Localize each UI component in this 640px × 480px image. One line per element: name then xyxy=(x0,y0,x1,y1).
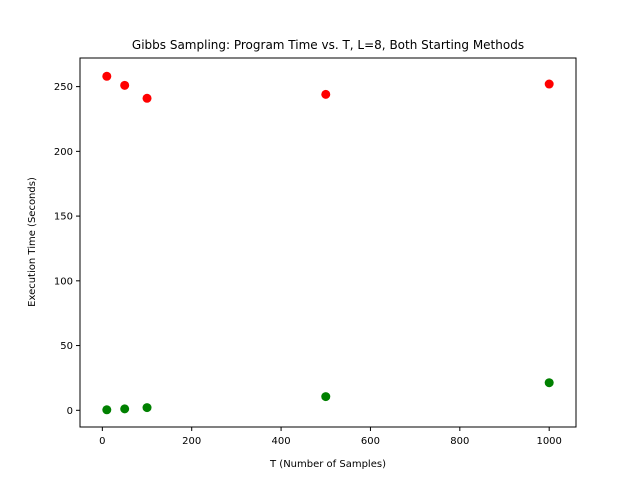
data-point-series-2-1 xyxy=(102,405,112,415)
x-axis-label: T (Number of Samples) xyxy=(269,459,386,470)
y-tick-label-50: 50 xyxy=(60,341,73,352)
chart-title: Gibbs Sampling: Program Time vs. T, L=8,… xyxy=(132,38,524,52)
x-tick-label-800: 800 xyxy=(450,436,469,447)
data-point-series-1-5 xyxy=(544,79,554,89)
data-point-series-1-1 xyxy=(102,71,112,81)
data-point-series-2-5 xyxy=(544,378,554,388)
x-tick-label-1000: 1000 xyxy=(536,436,561,447)
y-tick-label-0: 0 xyxy=(67,406,73,417)
data-point-series-2-3 xyxy=(142,403,152,413)
x-tick-label-400: 400 xyxy=(272,436,291,447)
y-axis-label: Execution Time (Seconds) xyxy=(27,177,38,307)
y-tick-label-150: 150 xyxy=(54,212,73,223)
y-tick-label-250: 250 xyxy=(54,82,73,93)
x-tick-label-600: 600 xyxy=(361,436,380,447)
axes-frame xyxy=(79,57,577,428)
plot-area xyxy=(102,71,554,415)
data-point-series-2-4 xyxy=(321,392,331,402)
data-point-series-1-3 xyxy=(142,93,152,103)
data-point-series-1-4 xyxy=(321,89,331,99)
y-tick-label-100: 100 xyxy=(54,276,73,287)
axes: 0 200 400 600 800 1000 0 50 100 150 200 250 xyxy=(54,57,577,447)
x-tick-label-0: 0 xyxy=(99,436,105,447)
data-point-series-1-2 xyxy=(120,80,130,90)
y-tick-label-200: 200 xyxy=(54,147,73,158)
x-tick-label-200: 200 xyxy=(182,436,201,447)
data-point-series-2-2 xyxy=(120,404,130,414)
